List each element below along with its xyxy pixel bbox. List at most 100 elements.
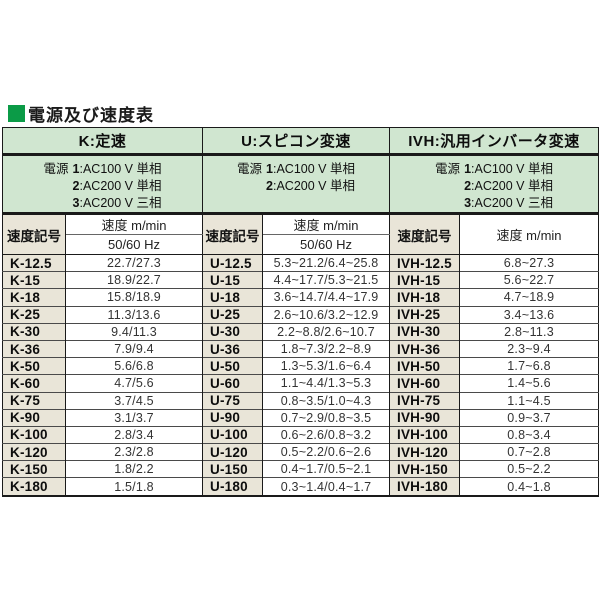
table-row: K-12.5 22.7/27.3 U-12.5 5.3~21.2/6.4~25.… [2,253,599,272]
speed-code-cell: IVH-180 [389,477,461,496]
speed-code-cell: K-25 [2,305,66,324]
table-row: K-150 1.8/2.2 U-150 0.4~1.7/0.5~2.1 IVH-… [2,460,599,478]
speed-code-cell: K-15 [2,271,66,289]
speed-code-cell: U-180 [202,477,264,496]
speed-code-cell: K-18 [2,288,66,307]
speed-code-cell: IVH-30 [389,322,461,341]
speed-value-cell: 2.3/2.8 [65,443,203,461]
speed-code-cell: K-75 [2,391,66,410]
table-row: K-180 1.5/1.8 U-180 0.3~1.4/0.4~1.7 IVH-… [2,477,599,496]
page-title: 電源及び速度表 [8,101,154,126]
speed-value-cell: 2.8~11.3 [459,322,599,341]
speed-code-cell: U-25 [202,305,264,324]
speed-value-cell: 4.4~17.7/5.3~21.5 [262,271,390,289]
speed-value-cell: 0.7~2.8 [459,443,599,461]
speed-value-cell: 7.9/9.4 [65,339,203,358]
table-row: K-100 2.8/3.4 U-100 0.6~2.6/0.8~3.2 IVH-… [2,425,599,444]
speed-value-cell: 0.3~1.4/0.4~1.7 [262,477,390,496]
table-row: K-36 7.9/9.4 U-36 1.8~7.3/2.2~8.9 IVH-36… [2,339,599,358]
speed-code-cell: U-60 [202,374,264,392]
speed-value-cell: 4.7~18.9 [459,288,599,307]
power-option: 2:AC200 V 単相 [266,179,355,193]
section-header-k: K:定速 [2,127,203,156]
speed-code-cell: K-180 [2,477,66,496]
speed-value-cell: 3.7/4.5 [65,391,203,410]
power-label: 電源 [435,162,461,176]
power-option: 1:AC100 V 単相 [266,162,355,176]
speed-code-cell: K-100 [2,425,66,444]
speed-code-cell: U-50 [202,357,264,375]
speed-code-cell: K-30 [2,322,66,341]
table-row: K-18 15.8/18.9 U-18 3.6~14.7/4.4~17.9 IV… [2,288,599,307]
speed-value-cell: 1.8/2.2 [65,460,203,478]
table-row: K-15 18.9/22.7 U-15 4.4~17.7/5.3~21.5 IV… [2,271,599,289]
speed-value-cell: 3.1/3.7 [65,408,203,427]
speed-code-cell: IVH-15 [389,271,461,289]
speed-code-cell: K-60 [2,374,66,392]
speed-code-cell: IVH-12.5 [389,253,461,272]
speed-value-cell: 1.8~7.3/2.2~8.9 [262,339,390,358]
speed-code-cell: U-30 [202,322,264,341]
speed-value-cell: 5.3~21.2/6.4~25.8 [262,253,390,272]
speed-value-cell: 9.4/11.3 [65,322,203,341]
speed-code-cell: IVH-18 [389,288,461,307]
speed-value-cell: 1.4~5.6 [459,374,599,392]
speed-value-cell: 1.3~5.3/1.6~6.4 [262,357,390,375]
green-square-icon [8,105,25,122]
speed-value-cell: 15.8/18.9 [65,288,203,307]
speed-code-cell: K-50 [2,357,66,375]
speed-code-cell: IVH-120 [389,443,461,461]
speed-value-cell: 1.5/1.8 [65,477,203,496]
speed-value-cell: 18.9/22.7 [65,271,203,289]
speed-value-cell: 0.5~2.2 [459,460,599,478]
speed-code-cell: IVH-150 [389,460,461,478]
speed-value-cell: 5.6/6.8 [65,357,203,375]
power-options-row: 電源 1:AC100 V 単相 2:AC200 V 単相 3:AC200 V 三… [2,154,599,215]
table-row: K-75 3.7/4.5 U-75 0.8~3.5/1.0~4.3 IVH-75… [2,391,599,410]
column-header-code-k: 速度記号 [2,213,66,255]
power-speed-table: K:定速 U:スピコン変速 IVH:汎用インバータ変速 電源 1:AC100 V… [2,127,600,497]
power-option: 1:AC100 V 単相 [464,162,553,176]
speed-code-cell: K-36 [2,339,66,358]
speed-value-cell: 0.8~3.5/1.0~4.3 [262,391,390,410]
speed-code-cell: IVH-25 [389,305,461,324]
table-row: K-25 11.3/13.6 U-25 2.6~10.6/3.2~12.9 IV… [2,305,599,324]
speed-code-cell: IVH-36 [389,339,461,358]
speed-value-cell: 2.2~8.8/2.6~10.7 [262,322,390,341]
speed-value-cell: 3.4~13.6 [459,305,599,324]
speed-code-cell: K-12.5 [2,253,66,272]
speed-code-cell: U-12.5 [202,253,264,272]
table-row: K-60 4.7/5.6 U-60 1.1~4.4/1.3~5.3 IVH-60… [2,374,599,392]
power-option: 1:AC100 V 単相 [72,162,162,176]
column-header-speed-k: 速度 m/min [65,213,203,235]
speed-value-cell: 6.8~27.3 [459,253,599,272]
power-option: 2:AC200 V 単相 [72,179,162,193]
table-row: K-90 3.1/3.7 U-90 0.7~2.9/0.8~3.5 IVH-90… [2,408,599,427]
table-row: K-30 9.4/11.3 U-30 2.2~8.8/2.6~10.7 IVH-… [2,322,599,341]
speed-value-cell: 0.8~3.4 [459,425,599,444]
speed-code-cell: IVH-75 [389,391,461,410]
speed-code-cell: U-36 [202,339,264,358]
power-option: 2:AC200 V 単相 [464,179,553,193]
speed-code-cell: U-100 [202,425,264,444]
speed-value-cell: 0.4~1.8 [459,477,599,496]
speed-code-cell: U-75 [202,391,264,410]
speed-value-cell: 0.5~2.2/0.6~2.6 [262,443,390,461]
speed-code-cell: U-120 [202,443,264,461]
power-option: 3:AC200 V 三相 [72,196,162,210]
power-option: 3:AC200 V 三相 [464,196,553,210]
page-title-text: 電源及び速度表 [28,106,154,125]
speed-value-cell: 0.4~1.7/0.5~2.1 [262,460,390,478]
column-header-speed-ivh: 速度 m/min [459,213,599,255]
speed-code-cell: K-120 [2,443,66,461]
speed-value-cell: 22.7/27.3 [65,253,203,272]
column-header-row-bottom: 50/60 Hz 50/60 Hz [3,234,599,255]
speed-value-cell: 0.6~2.6/0.8~3.2 [262,425,390,444]
speed-code-cell: IVH-50 [389,357,461,375]
section-header-u: U:スピコン変速 [202,127,390,156]
speed-value-cell: 1.1~4.4/1.3~5.3 [262,374,390,392]
column-header-hz-k: 50/60 Hz [65,234,203,255]
power-options-u: 電源 1:AC100 V 単相 2:AC200 V 単相 [202,154,390,215]
speed-code-cell: IVH-60 [389,374,461,392]
speed-code-cell: U-90 [202,408,264,427]
